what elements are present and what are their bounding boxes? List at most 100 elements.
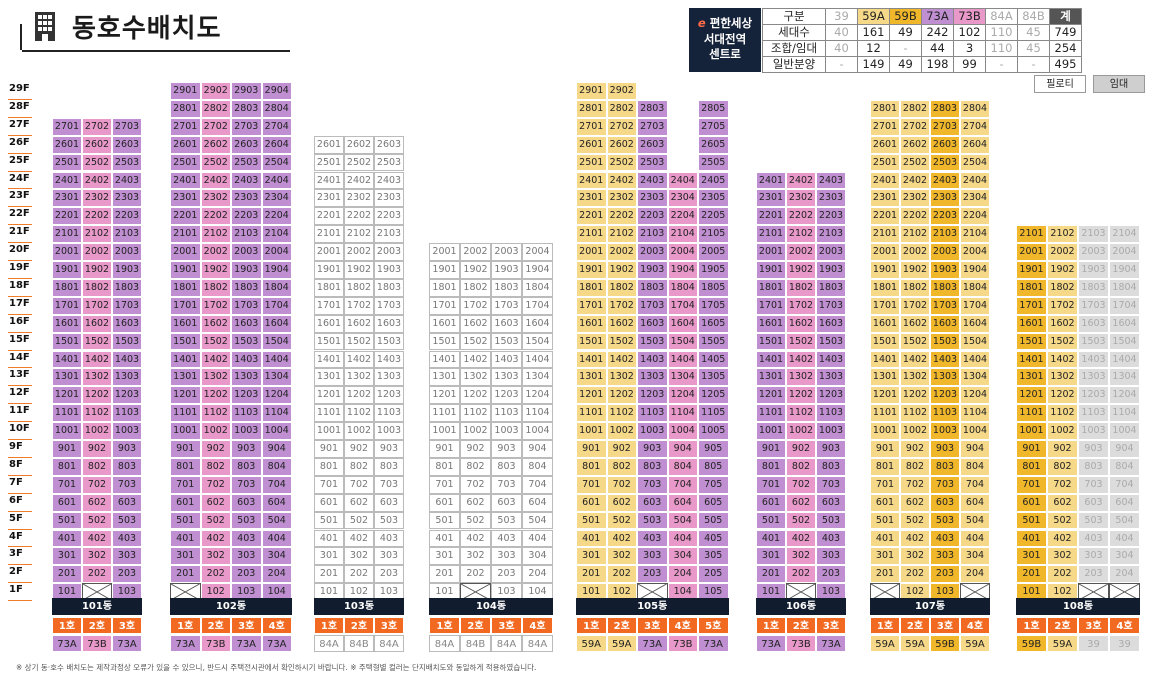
unit-cell: 304 <box>960 547 990 566</box>
unit-cell: 2601 <box>52 135 82 154</box>
unit-cell: 501 <box>170 511 201 530</box>
unit-cell: 801 <box>1016 457 1047 476</box>
unit-cell: 1503 <box>637 332 668 351</box>
unit-cell: 2802 <box>900 99 930 118</box>
unit-cell: 2601 <box>314 135 344 154</box>
unit-cell: 2601 <box>870 135 900 154</box>
unit-cell: 204 <box>522 565 553 584</box>
unit-cell: 303 <box>112 547 142 566</box>
unit-type-label: 39 <box>1078 635 1109 652</box>
unit-cell: 802 <box>200 457 231 476</box>
unit-cell: 402 <box>460 529 491 548</box>
ho-number-label: 2호 <box>606 617 637 634</box>
unit-cell: 2203 <box>930 207 960 226</box>
unit-cell: 701 <box>756 475 786 494</box>
unit-cell: 302 <box>82 547 112 566</box>
unit-cell: 1903 <box>816 261 846 279</box>
unit-cell: 503 <box>231 511 262 530</box>
unit-cell: 1901 <box>170 261 201 279</box>
unit-cell: 2901 <box>170 82 201 100</box>
unit-cell: 2501 <box>170 153 201 172</box>
unit-cell: 2001 <box>756 243 786 261</box>
unit-cell: 501 <box>576 511 607 530</box>
unit-cell: 1701 <box>52 296 82 315</box>
unit-cell: 702 <box>344 475 374 494</box>
unit-cell: 103 <box>816 583 846 602</box>
unit-cell: 804 <box>1109 457 1140 476</box>
unit-cell: 1205 <box>698 386 729 405</box>
unit-cell: 2304 <box>960 189 990 208</box>
unit-cell: 1702 <box>344 296 374 315</box>
floor-label: 4F <box>9 530 23 542</box>
unit-cell: 2203 <box>374 207 404 226</box>
unit-type-label: 73B <box>786 635 816 652</box>
unit-cell: 2602 <box>344 135 374 154</box>
unit-cell: 602 <box>200 493 231 512</box>
brand-line-3: 센트로 <box>709 47 741 61</box>
ho-number-label: 3호 <box>491 617 522 634</box>
unit-cell: 2302 <box>606 189 637 208</box>
summary-cell: 40 <box>825 40 858 57</box>
unit-cell: 501 <box>1016 511 1047 530</box>
summary-cell: 40 <box>825 24 858 41</box>
unit-cell: 1303 <box>637 368 668 387</box>
unit-cell: 902 <box>786 440 816 458</box>
unit-cell: 1201 <box>52 386 82 405</box>
unit-type-label: 73A <box>261 635 292 652</box>
floor-divider <box>8 367 32 369</box>
unit-cell: 2303 <box>930 189 960 208</box>
unit-cell: 1602 <box>460 314 491 333</box>
summary-cell: 198 <box>921 56 954 73</box>
unit-cell: 2902 <box>200 82 231 100</box>
ho-number-label: 1호 <box>52 617 82 634</box>
unit-cell: 1602 <box>82 314 112 333</box>
floor-label: 16F <box>9 315 30 327</box>
unit-cell: 404 <box>960 529 990 548</box>
unit-type-label: 73A <box>637 635 668 652</box>
unit-type-label: 84A <box>522 635 553 652</box>
unit-cell: 1502 <box>200 332 231 351</box>
unit-cell: 1303 <box>112 368 142 387</box>
unit-cell: 602 <box>460 493 491 512</box>
ho-number-label: 1호 <box>314 617 344 634</box>
unit-cell: 402 <box>786 529 816 548</box>
unit-cell: 602 <box>1047 493 1078 512</box>
unit-cell: 1803 <box>112 278 142 297</box>
unit-cell: 2002 <box>786 243 816 261</box>
unit-cell: 1604 <box>667 314 698 333</box>
unit-cell: 1804 <box>667 278 698 297</box>
unit-cell: 1603 <box>112 314 142 333</box>
unit-cell: 2601 <box>576 135 607 154</box>
unit-cell: 304 <box>667 547 698 566</box>
unit-cell: 1303 <box>491 368 522 387</box>
unit-cell: 1401 <box>756 350 786 369</box>
unit-cell: 1902 <box>82 261 112 279</box>
ho-number-label: 2호 <box>1047 617 1078 634</box>
summary-cell: - <box>1017 56 1050 73</box>
unit-cell: 2101 <box>170 225 201 244</box>
floor-divider <box>8 349 32 351</box>
unit-cell: 203 <box>374 565 404 584</box>
unit-cell: 1503 <box>231 332 262 351</box>
unit-cell: 2604 <box>261 135 292 154</box>
unit-cell: 1003 <box>491 422 522 440</box>
unit-cell: 703 <box>491 475 522 494</box>
unit-cell: 1003 <box>1078 422 1109 440</box>
unit-cell: 2203 <box>231 207 262 226</box>
unit-cell: 803 <box>637 457 668 476</box>
building-name-label: 102동 <box>170 598 292 615</box>
unit-cell: 1501 <box>314 332 344 351</box>
unit-cell: 901 <box>52 440 82 458</box>
unit-cell: 401 <box>756 529 786 548</box>
building-name-label: 106동 <box>756 598 846 615</box>
unit-cell: 902 <box>344 440 374 458</box>
unit-cell: 1502 <box>900 332 930 351</box>
building-name-label: 104동 <box>429 598 553 615</box>
unit-cell: 1702 <box>1047 296 1078 315</box>
unit-cell: 1203 <box>112 386 142 405</box>
unit-cell: 1002 <box>460 422 491 440</box>
unit-cell: 503 <box>1078 511 1109 530</box>
unit-cell: 2103 <box>637 225 668 244</box>
floor-label: 19F <box>9 262 30 273</box>
unit-cell: 2601 <box>170 135 201 154</box>
